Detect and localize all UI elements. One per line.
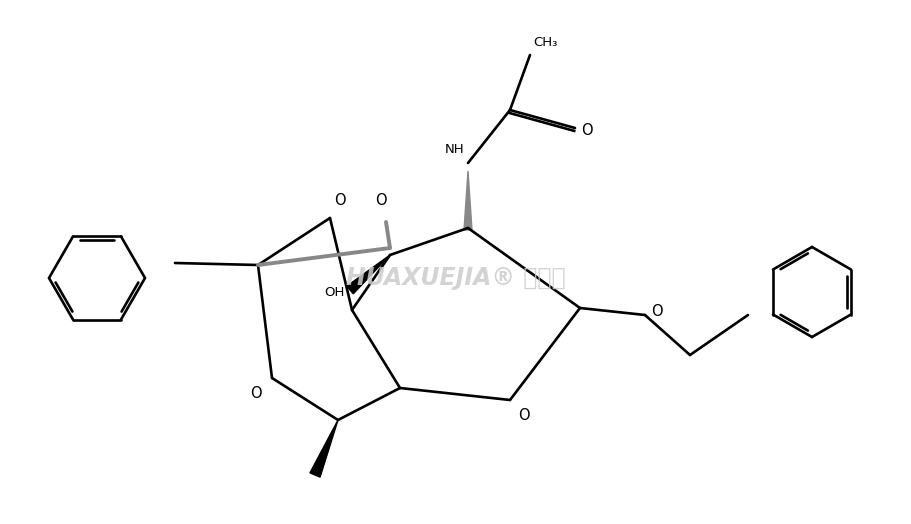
Text: O: O xyxy=(650,303,662,319)
Text: CH₃: CH₃ xyxy=(532,36,557,49)
Text: O: O xyxy=(251,386,261,401)
Text: O: O xyxy=(374,193,386,208)
Polygon shape xyxy=(464,171,472,230)
Text: O: O xyxy=(333,193,345,208)
Text: HUAXUEJIA® 化学加: HUAXUEJIA® 化学加 xyxy=(346,266,565,290)
Polygon shape xyxy=(346,255,390,294)
Text: O: O xyxy=(517,408,529,423)
Text: NH: NH xyxy=(444,143,464,156)
Polygon shape xyxy=(310,420,338,477)
Text: OH: OH xyxy=(324,286,344,299)
Text: O: O xyxy=(580,123,592,137)
